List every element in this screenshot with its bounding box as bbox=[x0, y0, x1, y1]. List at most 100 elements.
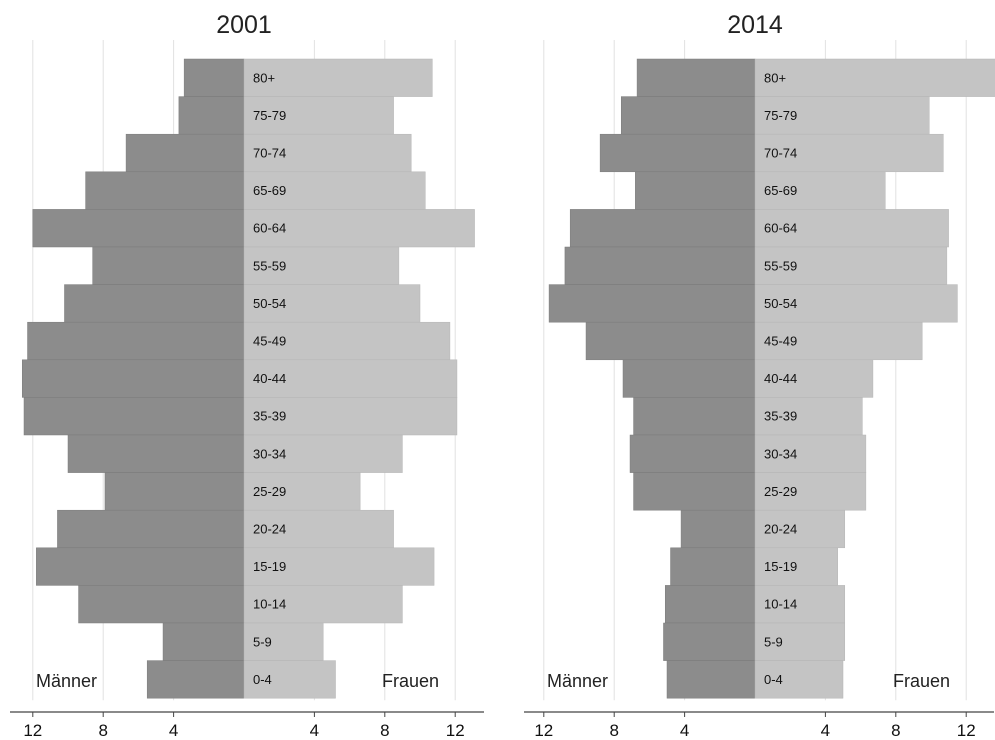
panel-2-bar-frauen-20-24 bbox=[754, 509, 846, 549]
panel-2-bar-frauen-40-44 bbox=[754, 359, 874, 398]
panel-1-bar-maenner-75-79 bbox=[178, 96, 245, 135]
panel-2-age-label-30-34: 30-34 bbox=[764, 446, 797, 461]
panel-2-x-tick-label-2: 8 bbox=[609, 721, 618, 740]
panel-2-age-label-70-74: 70-74 bbox=[764, 146, 797, 161]
panel-1-right-label: Frauen bbox=[382, 671, 439, 691]
panel-2-bar-frauen-50-54 bbox=[754, 284, 958, 323]
panel-1-bar-maenner-20-24 bbox=[57, 509, 245, 549]
panel-1-bar-maenner-50-54 bbox=[64, 284, 245, 323]
panel-1-bar-frauen-5-9 bbox=[243, 622, 324, 661]
panel-1-bar-frauen-50-54 bbox=[243, 284, 421, 323]
panel-2-bar-maenner-30-34 bbox=[629, 434, 756, 473]
panel-2-age-label-10-14: 10-14 bbox=[764, 597, 797, 612]
panel-2-bar-maenner-0-4 bbox=[666, 660, 756, 699]
panel-1-age-label-75-79: 75-79 bbox=[253, 108, 286, 123]
panel-2-age-label-0-4: 0-4 bbox=[764, 672, 783, 687]
panel-2-age-label-50-54: 50-54 bbox=[764, 296, 797, 311]
panel-2-age-label-40-44: 40-44 bbox=[764, 371, 797, 386]
panel-2-bar-frauen-80+ bbox=[754, 58, 995, 97]
panel-1-x-tick-label-3: 4 bbox=[169, 721, 178, 740]
panel-1-age-label-70-74: 70-74 bbox=[253, 146, 286, 161]
panel-1-bar-frauen-0-4 bbox=[243, 660, 336, 699]
panel-1-bar-maenner-65-69 bbox=[85, 171, 245, 210]
panel-2-bar-maenner-50-54 bbox=[548, 284, 756, 323]
panel-2-bar-maenner-70-74 bbox=[599, 133, 756, 173]
panel-1-bar-frauen-20-24 bbox=[243, 509, 394, 549]
panel-2-age-label-20-24: 20-24 bbox=[764, 522, 797, 537]
panel-1-left-label: Männer bbox=[36, 671, 97, 691]
panel-1-bar-maenner-80+ bbox=[183, 58, 245, 97]
panel-2-bar-maenner-15-19 bbox=[670, 547, 756, 586]
panel-1-bar-maenner-30-34 bbox=[67, 434, 245, 473]
panel-2-bar-frauen-60-64 bbox=[754, 209, 949, 248]
panel-1-bar-frauen-10-14 bbox=[243, 585, 403, 624]
panel-2-bar-frauen-70-74 bbox=[754, 133, 944, 173]
panel-1-age-label-55-59: 55-59 bbox=[253, 258, 286, 273]
panel-2-x-tick-label-4: 4 bbox=[821, 721, 830, 740]
panel-2-age-label-35-39: 35-39 bbox=[764, 409, 797, 424]
panel-2-bar-maenner-75-79 bbox=[620, 96, 756, 135]
panel-1-age-label-0-4: 0-4 bbox=[253, 672, 272, 687]
panel-2-bar-frauen-5-9 bbox=[754, 622, 846, 661]
panel-2-age-label-15-19: 15-19 bbox=[764, 559, 797, 574]
panel-1-bar-frauen-45-49 bbox=[243, 321, 451, 361]
panel-1-bar-maenner-60-64 bbox=[32, 209, 245, 248]
panel-1-age-label-20-24: 20-24 bbox=[253, 522, 286, 537]
panel-1-x-tick-label-5: 8 bbox=[380, 721, 389, 740]
panel-1-x-tick-label-6: 12 bbox=[446, 721, 465, 740]
panel-2-bar-frauen-45-49 bbox=[754, 321, 923, 361]
panel-1-x-tick-label-4: 4 bbox=[310, 721, 319, 740]
panel-2-bar-maenner-20-24 bbox=[680, 509, 756, 549]
panel-1-age-label-40-44: 40-44 bbox=[253, 371, 286, 386]
panel-2-age-label-55-59: 55-59 bbox=[764, 258, 797, 273]
panel-2-bar-maenner-80+ bbox=[636, 58, 756, 97]
panel-2-bar-maenner-10-14 bbox=[664, 585, 756, 624]
panel-2-age-label-5-9: 5-9 bbox=[764, 634, 783, 649]
panel-2-bar-frauen-10-14 bbox=[754, 585, 846, 624]
panel-1-age-label-5-9: 5-9 bbox=[253, 634, 272, 649]
panel-1-bar-maenner-35-39 bbox=[23, 397, 245, 436]
panel-2-bar-maenner-65-69 bbox=[635, 171, 756, 210]
panel-1-age-label-65-69: 65-69 bbox=[253, 183, 286, 198]
panel-2-bar-maenner-25-29 bbox=[633, 472, 756, 511]
panel-1-bar-frauen-55-59 bbox=[243, 246, 400, 285]
panel-1-bar-frauen-25-29 bbox=[243, 472, 361, 511]
panel-2-bar-maenner-45-49 bbox=[585, 321, 756, 361]
panel-1-bar-maenner-0-4 bbox=[146, 660, 245, 699]
panel-1-age-label-45-49: 45-49 bbox=[253, 334, 286, 349]
panel-1-bar-maenner-10-14 bbox=[78, 585, 245, 624]
panel-2-x-tick-label-1: 12 bbox=[534, 721, 553, 740]
panel-1-bar-maenner-55-59 bbox=[92, 246, 245, 285]
panel-2-bar-maenner-35-39 bbox=[633, 397, 756, 436]
panel-1-bar-frauen-15-19 bbox=[243, 547, 435, 586]
panel-1-title: 2001 bbox=[216, 11, 272, 39]
panel-2-age-label-80+: 80+ bbox=[764, 70, 786, 85]
panel-2-bar-frauen-0-4 bbox=[754, 660, 844, 699]
panel-2-bar-frauen-15-19 bbox=[754, 547, 838, 586]
panel-2-bar-frauen-30-34 bbox=[754, 434, 867, 473]
panel-2-age-label-75-79: 75-79 bbox=[764, 108, 797, 123]
panel-2-title: 2014 bbox=[727, 11, 783, 39]
panel-1-age-label-10-14: 10-14 bbox=[253, 597, 286, 612]
panel-1-x-tick-label-1: 12 bbox=[23, 721, 42, 740]
panel-1-bar-frauen-40-44 bbox=[243, 359, 458, 398]
panel-2-x-tick-label-6: 12 bbox=[957, 721, 976, 740]
panel-2-x-tick-label-3: 4 bbox=[680, 721, 689, 740]
panel-2-right-label: Frauen bbox=[893, 671, 950, 691]
panel-2-bar-frauen-55-59 bbox=[754, 246, 948, 285]
panel-1-bar-maenner-70-74 bbox=[125, 133, 245, 173]
panel-1-age-label-35-39: 35-39 bbox=[253, 409, 286, 424]
panel-1-bar-maenner-5-9 bbox=[162, 622, 245, 661]
panel-2-age-label-60-64: 60-64 bbox=[764, 221, 797, 236]
panel-1-age-label-80+: 80+ bbox=[253, 70, 275, 85]
panel-2-age-label-45-49: 45-49 bbox=[764, 334, 797, 349]
panel-2-bar-frauen-35-39 bbox=[754, 397, 863, 436]
panel-2-bar-maenner-55-59 bbox=[564, 246, 756, 285]
panel-2-bar-maenner-40-44 bbox=[622, 359, 756, 398]
panel-2-bar-maenner-5-9 bbox=[663, 622, 756, 661]
panel-1-age-label-50-54: 50-54 bbox=[253, 296, 286, 311]
panel-2-left-label: Männer bbox=[547, 671, 608, 691]
panel-2-age-label-25-29: 25-29 bbox=[764, 484, 797, 499]
panel-1-age-label-25-29: 25-29 bbox=[253, 484, 286, 499]
